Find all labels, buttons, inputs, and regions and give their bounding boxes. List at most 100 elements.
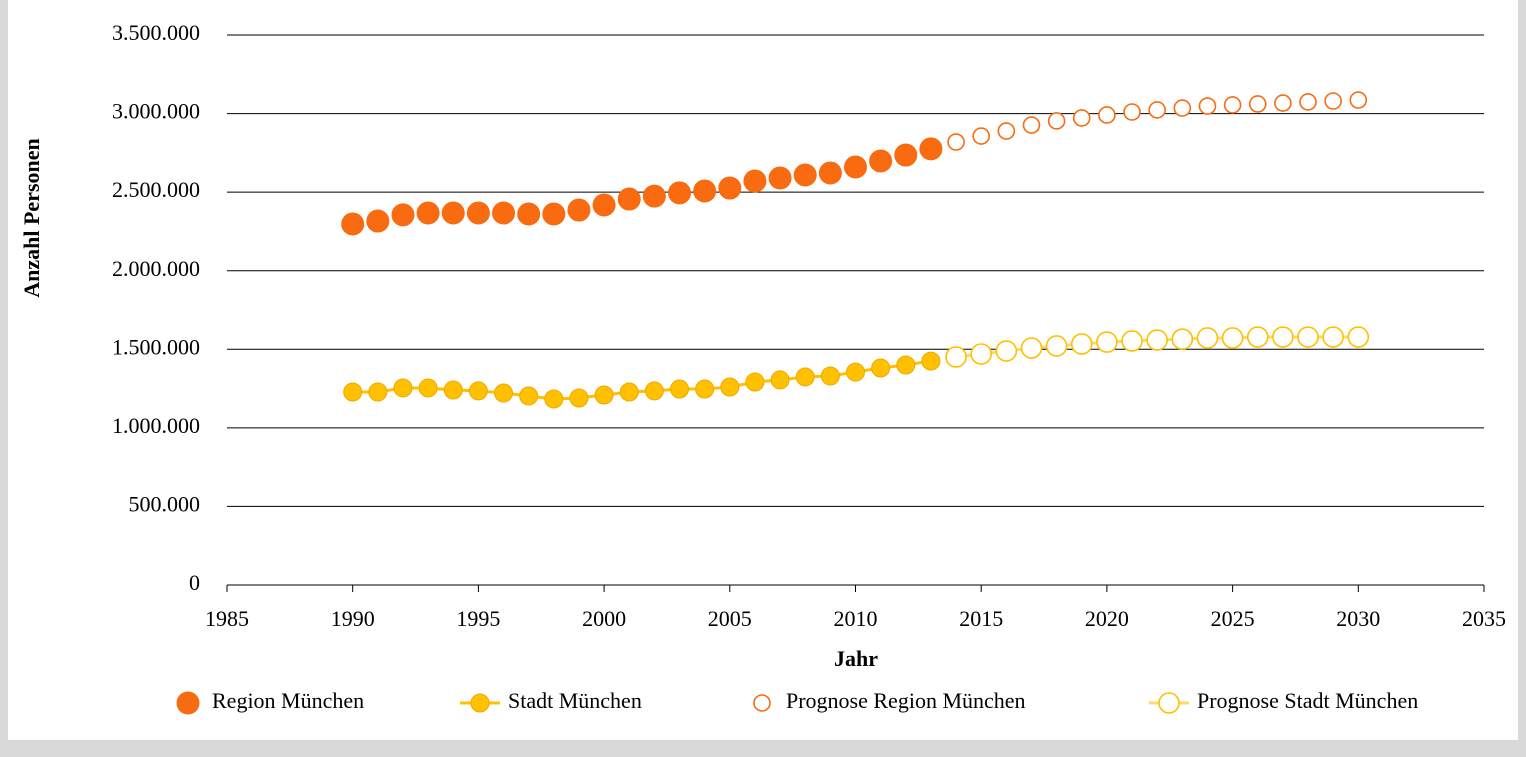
data-point <box>768 166 792 190</box>
data-point <box>393 378 413 398</box>
x-tick-label: 2005 <box>708 606 752 631</box>
data-point <box>343 382 363 402</box>
x-tick-label: 2035 <box>1462 606 1506 631</box>
data-point <box>619 382 639 402</box>
data-point <box>871 358 891 378</box>
data-point <box>1171 328 1194 350</box>
data-point <box>1198 97 1217 115</box>
data-point <box>844 155 867 179</box>
data-point <box>1072 109 1091 127</box>
data-point <box>341 212 365 236</box>
chart-background <box>8 0 1518 740</box>
y-tick-label: 1.000.000 <box>112 413 200 438</box>
data-point <box>693 179 717 203</box>
data-point <box>1221 327 1244 349</box>
data-point <box>1324 92 1342 110</box>
data-point <box>793 163 817 187</box>
data-point <box>617 187 641 211</box>
data-point <box>1121 330 1143 352</box>
data-point <box>743 169 767 193</box>
data-point <box>594 385 614 405</box>
data-point <box>919 137 943 161</box>
data-point <box>997 122 1016 140</box>
data-point <box>1022 116 1041 134</box>
data-point <box>795 367 815 387</box>
data-point <box>945 346 967 368</box>
data-point <box>846 362 865 382</box>
data-point <box>1020 337 1043 359</box>
data-point <box>970 343 993 365</box>
data-point <box>1196 327 1219 349</box>
data-point <box>972 127 991 145</box>
x-tick-label: 2025 <box>1211 606 1255 631</box>
legend-marker <box>753 694 771 712</box>
y-tick-label: 2.500.000 <box>112 177 200 202</box>
data-point <box>718 176 742 200</box>
data-point <box>1347 326 1370 348</box>
data-point <box>368 382 388 402</box>
data-point <box>820 366 840 386</box>
y-tick-label: 500.000 <box>129 491 201 516</box>
data-point <box>418 378 438 398</box>
data-point <box>770 370 790 390</box>
data-point <box>466 201 490 225</box>
data-point <box>995 340 1018 362</box>
y-tick-label: 1.500.000 <box>112 334 200 359</box>
data-point <box>1349 91 1368 109</box>
data-point <box>1096 331 1118 353</box>
data-point <box>443 380 463 400</box>
data-point <box>896 355 916 375</box>
data-point <box>517 202 541 226</box>
data-point <box>1223 96 1242 114</box>
data-point <box>542 202 566 226</box>
data-point <box>1098 106 1116 124</box>
data-point <box>567 198 591 222</box>
x-tick-label: 1985 <box>205 606 249 631</box>
data-point <box>1070 333 1093 355</box>
data-point <box>1322 326 1344 348</box>
legend-marker <box>1158 692 1180 714</box>
data-point <box>818 161 842 185</box>
legend-label: Region München <box>212 688 364 713</box>
x-tick-label: 2010 <box>834 606 878 631</box>
legend-label: Prognose Region München <box>786 688 1026 713</box>
data-point <box>569 388 589 408</box>
data-point <box>468 381 488 401</box>
y-tick-label: 3.000.000 <box>112 99 200 124</box>
data-point <box>644 381 664 401</box>
data-point <box>1045 335 1068 357</box>
data-point <box>745 372 765 392</box>
data-point <box>1248 95 1267 113</box>
legend-label: Stadt München <box>508 688 642 713</box>
data-point <box>544 389 564 409</box>
data-point <box>695 379 715 399</box>
x-tick-label: 2000 <box>582 606 626 631</box>
data-point <box>869 149 893 173</box>
data-point <box>720 377 740 397</box>
data-point <box>1246 326 1269 348</box>
data-point <box>1299 93 1317 111</box>
data-point <box>391 203 415 227</box>
data-point <box>1148 101 1166 119</box>
y-tick-label: 0 <box>189 570 200 595</box>
data-point <box>668 181 692 205</box>
data-point <box>366 209 390 233</box>
data-point <box>494 383 514 403</box>
data-point <box>1173 99 1192 117</box>
x-tick-label: 1990 <box>331 606 375 631</box>
data-point <box>441 201 465 225</box>
data-point <box>670 379 690 399</box>
data-point <box>1047 112 1066 130</box>
data-point <box>921 351 941 371</box>
data-point <box>1272 326 1294 348</box>
data-point <box>1146 329 1168 351</box>
x-tick-label: 2015 <box>959 606 1003 631</box>
x-axis-label: Jahr <box>834 646 878 671</box>
data-point <box>492 201 516 225</box>
x-tick-label: 1995 <box>456 606 500 631</box>
x-tick-label: 2030 <box>1336 606 1380 631</box>
data-point <box>894 143 918 167</box>
legend-marker <box>176 691 200 715</box>
